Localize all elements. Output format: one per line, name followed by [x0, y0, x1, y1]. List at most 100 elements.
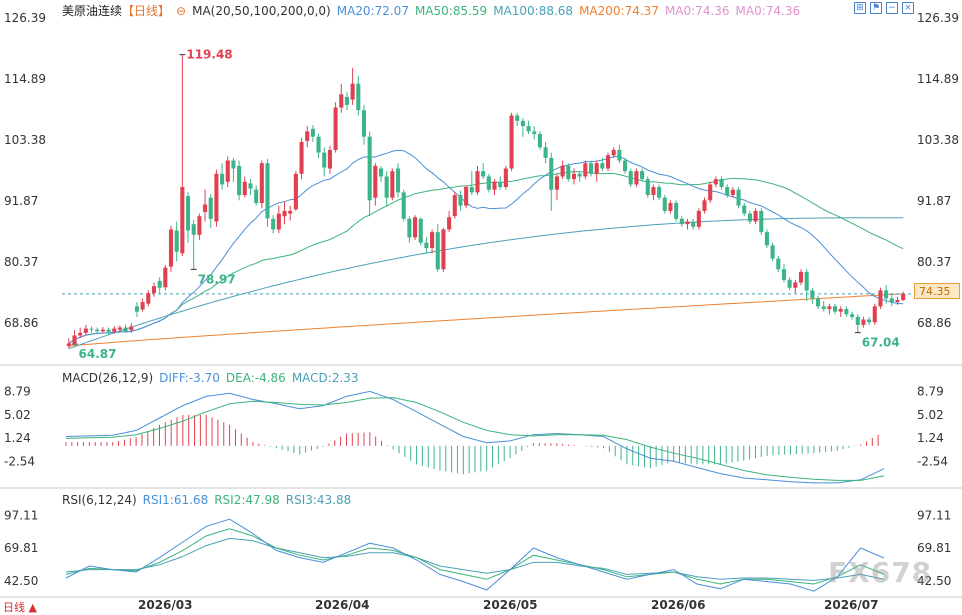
dea-value: DEA:-4.86 [225, 371, 286, 385]
rsi3-value: RSI3:43.88 [285, 493, 352, 507]
expand-icon[interactable]: ⊞ [854, 2, 866, 14]
price-tick-left: 68.86 [4, 316, 38, 330]
candle-body [702, 200, 707, 211]
price-tick-left: 80.37 [4, 255, 38, 269]
watermark-logo: FX678 [828, 556, 933, 589]
candle-body [708, 184, 713, 201]
price-tick-right: 103.38 [917, 133, 959, 147]
price-tick-right: 68.86 [917, 316, 951, 330]
minus-icon[interactable]: − [886, 2, 898, 14]
candle-body [395, 168, 401, 193]
rsi2-value: RSI2:47.98 [214, 493, 280, 507]
candle-body [418, 218, 423, 243]
candle-body [861, 319, 866, 325]
candle-body [815, 298, 821, 307]
candle-body [736, 189, 741, 206]
candle-body [764, 232, 769, 246]
rsi-line-rsi3 [65, 537, 885, 581]
candle-body [657, 187, 662, 198]
ma50-value: MA50:85.59 [414, 4, 488, 18]
candle-body [203, 204, 208, 212]
candle-body [634, 171, 639, 185]
ma50-line [68, 171, 904, 344]
candle-body [674, 202, 679, 219]
candle-body [492, 181, 497, 190]
candle-body [549, 157, 554, 190]
candle-body [498, 181, 503, 188]
instrument-name: 美原油连续 [62, 4, 123, 18]
candle-body [481, 171, 486, 177]
candle-body [520, 120, 525, 127]
ma0b-value: MA0:74.36 [735, 4, 801, 18]
candle-body [72, 335, 77, 344]
candle-body [140, 302, 145, 310]
candle-body [327, 149, 332, 169]
candle-body [838, 308, 843, 312]
candle-body [872, 306, 877, 323]
candle-body [781, 269, 787, 280]
macd-tick-right: 8.79 [917, 384, 944, 398]
candle-body [850, 314, 855, 317]
candle-body [322, 152, 327, 168]
ma100-line [68, 217, 904, 350]
period-label[interactable]: 【日线】 [122, 4, 171, 18]
candle-body [373, 165, 378, 198]
candle-body [367, 136, 372, 201]
settings-icon[interactable]: ⊖ [176, 4, 187, 18]
candle-body [271, 218, 276, 230]
candle-body [390, 171, 395, 198]
candle-body [469, 187, 474, 193]
price-tick-right: 126.39 [917, 11, 959, 25]
candle-body [458, 195, 463, 206]
rsi-title: RSI(6,12,24) [62, 493, 137, 507]
price-annotation: 64.87 [79, 347, 117, 361]
diff-line [65, 390, 885, 484]
candle-body [83, 328, 88, 333]
rsi-tick-left: 42.50 [4, 574, 38, 588]
candle-body [117, 327, 122, 330]
candle-body [600, 163, 605, 169]
candle-body [452, 195, 457, 217]
candle-body [594, 163, 599, 174]
candle-body [640, 171, 645, 180]
candle-body [214, 173, 219, 222]
candle-body [509, 115, 514, 169]
candle-body [220, 173, 225, 185]
candle-body [123, 327, 128, 332]
price-tick-right: 91.87 [917, 194, 951, 208]
candle-body [668, 202, 673, 211]
period-switch[interactable]: 日线 ▲ [3, 601, 37, 614]
candle-body [254, 189, 259, 203]
candle-body [679, 218, 684, 225]
candle-body [537, 134, 542, 148]
candle-body [503, 168, 508, 188]
candle-body [787, 279, 792, 288]
candle-body [305, 131, 310, 141]
candle-body [515, 115, 520, 121]
close-icon[interactable]: × [902, 2, 914, 14]
candle-body [151, 286, 157, 294]
price-annotation: 78.97 [198, 272, 236, 286]
candle-body [197, 216, 202, 235]
candle-body [185, 196, 191, 231]
price-tick-right: 114.89 [917, 72, 959, 86]
price-tick-right: 80.37 [917, 255, 951, 269]
candle-body [577, 173, 582, 177]
candle-body [844, 308, 849, 315]
rsi-tick-left: 69.81 [4, 541, 38, 555]
ma200-line [68, 293, 904, 347]
candle-body [293, 173, 298, 210]
candle-body [435, 232, 440, 270]
candle-body [180, 187, 185, 254]
candle-body [242, 181, 247, 196]
candle-body [623, 160, 628, 172]
date-tick: 2026/07 [824, 598, 878, 612]
macd-tick-left: 1.24 [4, 431, 31, 445]
flag-icon[interactable]: ⚑ [870, 2, 882, 14]
candle-body [617, 149, 622, 161]
macd-legend: MACD(26,12,9) DIFF:-3.70 DEA:-4.86 MACD:2.3… [62, 369, 365, 387]
candle-body [163, 267, 168, 288]
rsi-tick-right: 97.11 [917, 508, 951, 522]
